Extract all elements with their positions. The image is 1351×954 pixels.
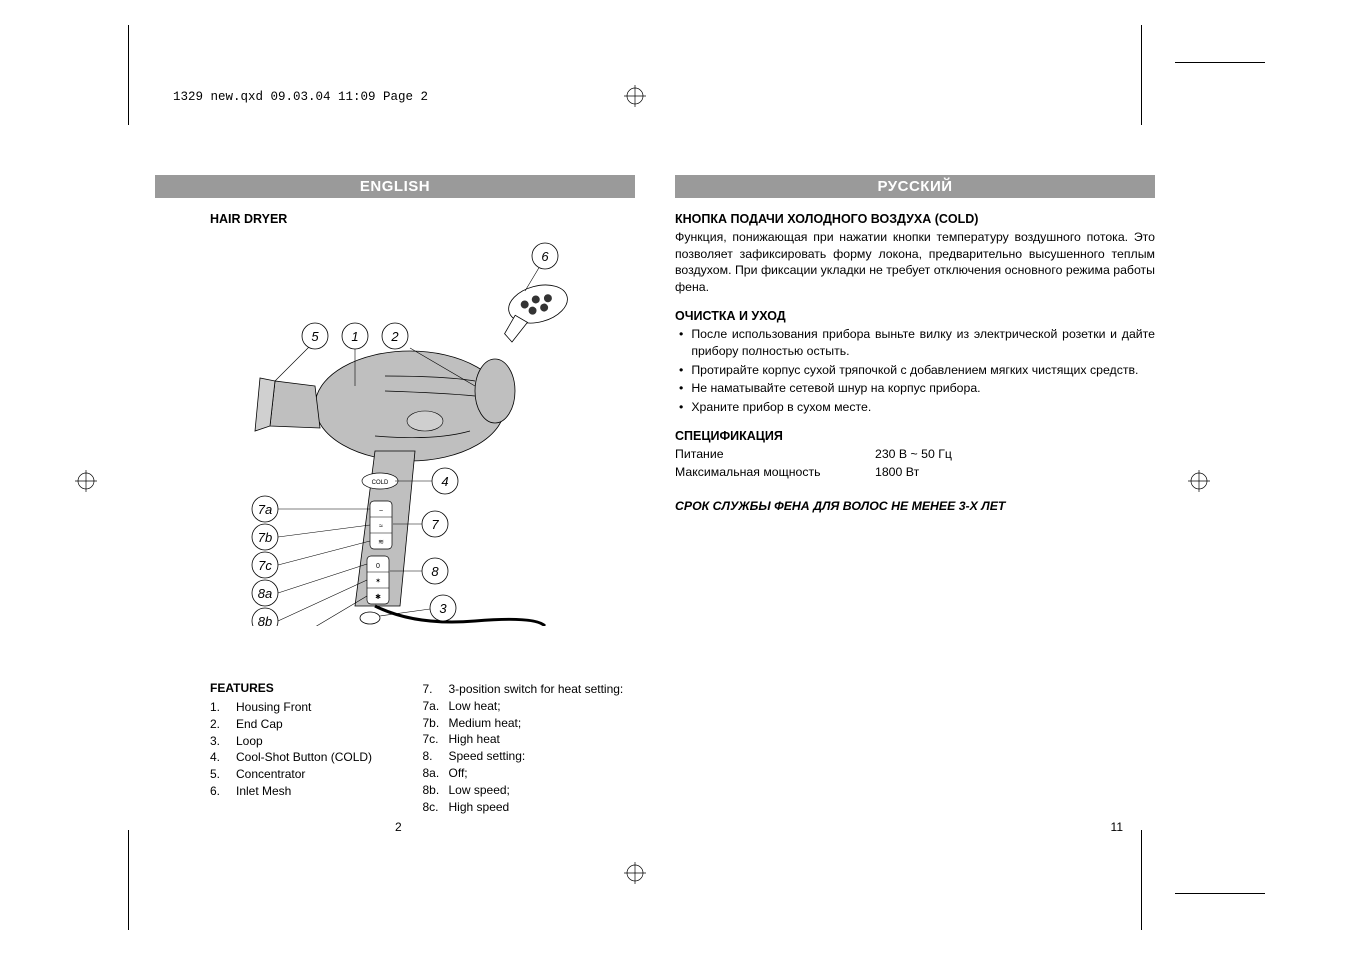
svg-text:✱: ✱ (375, 593, 381, 601)
product-title: HAIR DRYER (210, 212, 635, 226)
svg-text:4: 4 (441, 474, 448, 489)
features-heading: FEATURES (210, 681, 423, 695)
feature-item: 7b.Medium heat; (423, 715, 636, 732)
cleaning-item: Протирайте корпус сухой тряпочкой с доба… (675, 362, 1155, 379)
svg-text:7: 7 (431, 517, 439, 532)
svg-text:5: 5 (311, 329, 319, 344)
svg-text:1: 1 (351, 329, 358, 344)
svg-text:8b: 8b (258, 614, 272, 626)
svg-text:COLD: COLD (372, 480, 389, 486)
feature-item: 7c.High heat (423, 731, 636, 748)
svg-text:≈: ≈ (379, 523, 383, 530)
svg-text:7a: 7a (258, 502, 272, 517)
page-number-right: 11 (1111, 820, 1123, 834)
svg-text:7c: 7c (258, 558, 272, 573)
crop-mark (128, 25, 129, 125)
svg-text:7b: 7b (258, 530, 272, 545)
cleaning-list: После использования прибора выньте вилку… (675, 326, 1155, 415)
svg-text:2: 2 (390, 329, 399, 344)
lifetime-notice: СРОК СЛУЖБЫ ФЕНА ДЛЯ ВОЛОС НЕ МЕНЕЕ 3-Х … (675, 499, 1155, 513)
crop-mark (1141, 25, 1142, 125)
cleaning-heading: ОЧИСТКА И УХОД (675, 309, 1155, 323)
registration-mark-icon (624, 862, 646, 884)
lang-header-english: ENGLISH (155, 175, 635, 198)
registration-mark-icon (624, 85, 646, 107)
hair-dryer-diagram: COLD ~ ≈ ≋ 0 ✶ ✱ 6 5 (215, 226, 585, 626)
feature-item: 2.End Cap (210, 716, 423, 733)
feature-item: 6.Inlet Mesh (210, 783, 423, 800)
registration-mark-icon (75, 470, 97, 492)
feature-item: 8a.Off; (423, 765, 636, 782)
features-block: FEATURES 1.Housing Front2.End Cap3.Loop4… (210, 681, 635, 815)
svg-text:✶: ✶ (375, 577, 381, 585)
svg-text:0: 0 (376, 563, 380, 570)
feature-item: 7.3-position switch for heat setting: (423, 681, 636, 698)
feature-item: 4.Cool-Shot Button (COLD) (210, 749, 423, 766)
lang-header-russian: РУССКИЙ (675, 175, 1155, 198)
feature-item: 1.Housing Front (210, 699, 423, 716)
feature-item: 3.Loop (210, 733, 423, 750)
feature-item: 8c.High speed (423, 799, 636, 816)
crop-mark (128, 830, 129, 930)
crop-mark (1141, 830, 1142, 930)
cleaning-item: Не наматывайте сетевой шнур на корпус пр… (675, 380, 1155, 397)
cold-button-heading: КНОПКА ПОДАЧИ ХОЛОДНОГО ВОЗДУХА (COLD) (675, 212, 1155, 226)
crop-mark (1175, 893, 1265, 894)
spec-row: Питание230 В ~ 50 Гц (675, 446, 1155, 463)
svg-text:6: 6 (541, 249, 549, 264)
spec-row: Максимальная мощность1800 Вт (675, 464, 1155, 481)
page-number-left: 2 (395, 820, 402, 834)
file-header: 1329 new.qxd 09.03.04 11:09 Page 2 (173, 90, 428, 104)
svg-text:8: 8 (431, 564, 439, 579)
cold-button-text: Функция, понижающая при нажатии кнопки т… (675, 229, 1155, 295)
svg-text:3: 3 (439, 601, 447, 616)
cleaning-item: Храните прибор в сухом месте. (675, 399, 1155, 416)
right-page: РУССКИЙ КНОПКА ПОДАЧИ ХОЛОДНОГО ВОЗДУХА … (675, 175, 1155, 815)
svg-text:≋: ≋ (378, 539, 384, 546)
feature-item: 7a.Low heat; (423, 698, 636, 715)
svg-text:~: ~ (379, 508, 383, 515)
left-page: ENGLISH HAIR DRYER (155, 175, 635, 815)
feature-item: 8b.Low speed; (423, 782, 636, 799)
svg-text:8a: 8a (258, 586, 272, 601)
cleaning-item: После использования прибора выньте вилку… (675, 326, 1155, 359)
feature-item: 8.Speed setting: (423, 748, 636, 765)
document-spread: ENGLISH HAIR DRYER (155, 175, 1155, 815)
registration-mark-icon (1188, 470, 1210, 492)
crop-mark (1175, 62, 1265, 63)
spec-table: Питание230 В ~ 50 ГцМаксимальная мощност… (675, 446, 1155, 480)
feature-item: 5.Concentrator (210, 766, 423, 783)
spec-heading: СПЕЦИФИКАЦИЯ (675, 429, 1155, 443)
